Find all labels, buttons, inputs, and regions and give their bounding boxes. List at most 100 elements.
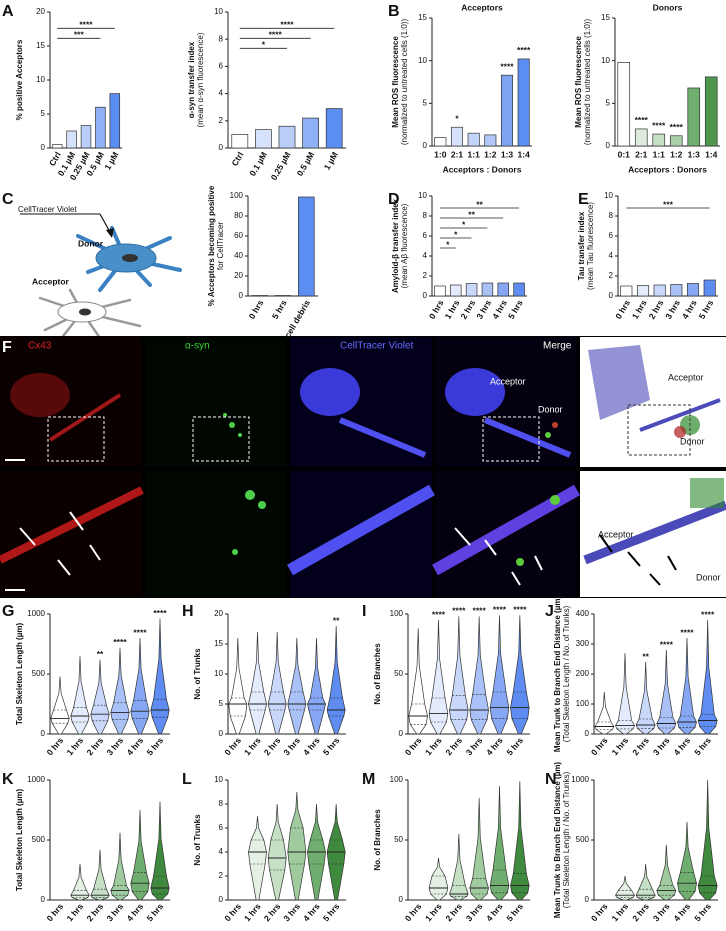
y-tick-label: 2: [423, 271, 428, 280]
y-tick-label: 20: [214, 609, 223, 618]
y-tick-label: 1000: [571, 775, 589, 784]
significance: **: [468, 209, 475, 219]
violin: [326, 625, 346, 735]
panel-label: J: [545, 603, 554, 620]
x-tick-label: 4 hrs: [672, 735, 693, 757]
chart: 0 20 40 60 80 100 % Acceptors becoming positiv…: [207, 185, 318, 340]
y-tick-label: 0: [606, 141, 611, 150]
violin: [428, 857, 449, 901]
chart: 0 5 10 15 Mean ROS fluorescence (normalized t…: [391, 2, 532, 174]
y-axis-label: (mean α-syn fluorescence): [196, 32, 205, 127]
x-tick-label: 1:0: [434, 149, 447, 159]
x-axis-label: Acceptors : Donors: [443, 164, 522, 174]
violin: [70, 863, 90, 901]
y-tick-label: 50: [394, 835, 403, 844]
y-tick-label: 0: [239, 291, 244, 300]
violin: [408, 628, 428, 735]
bar: [484, 134, 497, 147]
bar: [704, 76, 718, 147]
x-tick-label: 1 hrs: [242, 901, 263, 923]
y-tick-label: 4: [219, 847, 224, 856]
y-tick-label: 15: [418, 13, 427, 22]
y-tick-label: 0: [423, 291, 428, 300]
x-tick-label: 1 hrs: [242, 735, 263, 757]
y-tick-label: 100: [390, 775, 404, 784]
x-tick-label: 4 hrs: [301, 901, 322, 923]
significance: ****: [660, 639, 674, 649]
significance: *: [455, 113, 459, 123]
channel-label: α-syn: [185, 341, 210, 352]
y-tick-label: 6: [423, 231, 428, 240]
bar: [497, 282, 509, 297]
y-axis-label: Mean Trunk to Branch End Distance (µm): [553, 596, 562, 753]
bar: [109, 93, 121, 149]
bar: [620, 285, 633, 297]
chart-title: Acceptors: [461, 2, 503, 12]
bar: [302, 117, 319, 149]
violin: [150, 801, 170, 901]
significance: **: [476, 199, 483, 209]
y-tick-label: 8: [609, 211, 614, 220]
y-axis-label: Mean ROS fluorescence: [391, 36, 400, 128]
x-tick-label: 5 hrs: [145, 735, 166, 757]
x-tick-label: 3 hrs: [651, 735, 672, 757]
y-tick-label: 40: [234, 251, 243, 260]
x-tick-label: 2 hrs: [630, 901, 651, 923]
violin: [287, 791, 307, 901]
y-tick-label: 0: [399, 895, 404, 904]
violin: [615, 652, 635, 735]
bar: [66, 130, 77, 149]
y-axis-label: Mean Trunk to Branch End Distance (µm): [553, 762, 562, 919]
y-axis-label: Total Skeleton Length (µm): [15, 789, 24, 892]
x-tick-label: 2 hrs: [458, 298, 477, 321]
bar: [450, 126, 464, 147]
x-tick-label: 0 hrs: [247, 298, 266, 321]
x-tick-label: 4 hrs: [301, 735, 322, 757]
significance: ****: [652, 120, 666, 130]
violin: [50, 676, 70, 735]
y-tick-label: 10: [418, 56, 427, 65]
x-tick-label: 0 hrs: [589, 735, 610, 757]
significance: **: [642, 651, 649, 661]
significance: ***: [74, 30, 85, 40]
x-tick-label: 2:1: [451, 149, 464, 159]
y-tick-label: 80: [234, 211, 243, 220]
x-tick-label: 1:2: [670, 149, 683, 159]
x-tick-label: 3 hrs: [105, 901, 126, 923]
x-tick-label: 0 hrs: [45, 735, 66, 757]
channel-label: CellTracer Violet: [340, 341, 414, 352]
x-tick-label: 0 hrs: [45, 901, 66, 923]
merge-label: Acceptor: [490, 376, 526, 386]
violin: [248, 815, 267, 901]
x-tick-label: 1 hrs: [630, 298, 649, 321]
x-tick-label: 1 hrs: [65, 901, 86, 923]
panel-label: I: [362, 603, 366, 620]
significance: ****: [517, 45, 531, 55]
x-tick-label: 1 hrs: [610, 901, 631, 923]
bar: [687, 87, 701, 147]
y-tick-label: 0: [585, 729, 590, 738]
y-tick-label: 15: [214, 639, 223, 648]
y-tick-label: 60: [234, 231, 243, 240]
panel-label: A: [2, 3, 14, 20]
x-tick-label: 2 hrs: [443, 735, 464, 757]
x-tick-label: 2:1: [635, 149, 648, 159]
y-tick-label: 500: [32, 835, 46, 844]
y-tick-label: 200: [576, 669, 590, 678]
significance: ****: [452, 606, 466, 616]
significance: **: [97, 649, 104, 659]
y-tick-label: 10: [418, 191, 427, 200]
bar: [434, 137, 447, 147]
violin: [469, 797, 489, 901]
y-tick-label: 0: [585, 895, 590, 904]
x-tick-label: 1 hrs: [423, 901, 444, 923]
y-tick-label: 6: [219, 62, 224, 71]
y-tick-label: 0: [41, 143, 46, 152]
y-tick-label: 15: [36, 41, 45, 50]
violin: [510, 615, 530, 735]
violin: [130, 809, 150, 901]
bar: [80, 125, 92, 149]
x-tick-label: 4 hrs: [490, 298, 509, 321]
x-tick-label: 2 hrs: [630, 735, 651, 757]
y-axis-label: (Total Skeleton Length / No. of Trunks): [562, 605, 571, 742]
